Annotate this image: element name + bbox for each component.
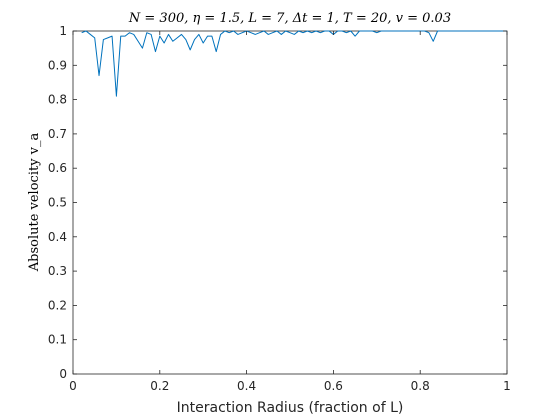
x-tick-label: 0.2 [150, 379, 169, 393]
y-tick-label: 0.9 [48, 58, 67, 72]
series-layer [81, 30, 507, 97]
y-tick-label: 0.4 [48, 230, 67, 244]
plot-box [72, 30, 508, 375]
x-tick-label: 0.4 [237, 379, 256, 393]
x-ticks: 0 0.2 0.4 0.6 0.8 1 [69, 31, 511, 393]
y-tick-label: 0 [59, 367, 67, 381]
y-tick-label: 0.2 [48, 298, 67, 312]
y-tick-label: 0.3 [48, 264, 67, 278]
x-tick-label: 0.6 [324, 379, 343, 393]
x-tick-label: 1 [503, 379, 511, 393]
x-tick-label: 0.8 [411, 379, 430, 393]
y-ticks: 0 0.1 0.2 0.3 0.4 0.5 0.6 0.7 0.8 0.9 1 [48, 24, 507, 381]
y-axis-label: Absolute velocity v_a [27, 132, 42, 272]
chart-title: N = 300, η = 1.5, L = 7, Δt = 1, T = 20,… [128, 11, 451, 26]
y-tick-label: 1 [59, 24, 67, 38]
y-tick-label: 0.8 [48, 93, 67, 107]
y-tick-label: 0.1 [48, 333, 67, 347]
y-tick-label: 0.6 [48, 161, 67, 175]
axes-frame [72, 30, 508, 375]
y-tick-label: 0.5 [48, 196, 67, 210]
y-tick-label: 0.7 [48, 127, 67, 141]
x-tick-label: 0 [69, 379, 77, 393]
series-line [81, 30, 507, 97]
x-axis-label: Interaction Radius (fraction of L) [177, 400, 404, 416]
